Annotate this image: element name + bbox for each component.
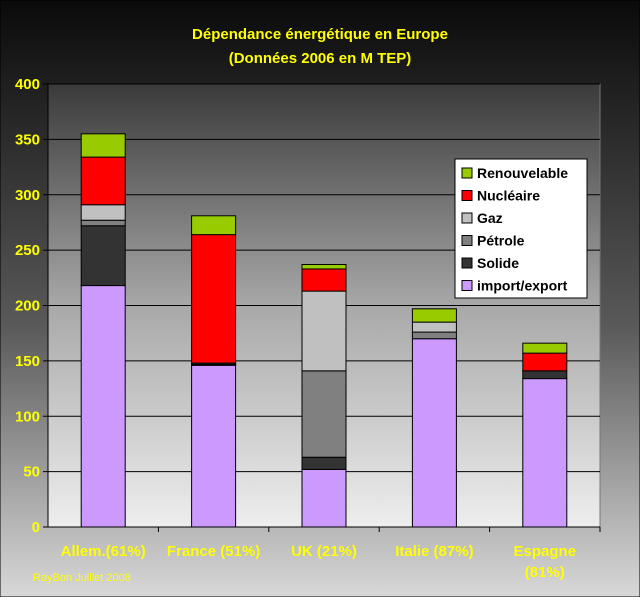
bar-segment bbox=[522, 378, 568, 528]
bar-segment bbox=[191, 215, 237, 236]
legend-label: import/export bbox=[477, 278, 568, 294]
y-tick-label: 100 bbox=[15, 408, 40, 425]
bar-segment bbox=[80, 285, 126, 528]
legend-swatch bbox=[461, 212, 473, 224]
bar-segment bbox=[411, 308, 457, 323]
y-tick-label: 350 bbox=[15, 131, 40, 148]
x-tick-label: France (51%) bbox=[167, 543, 260, 560]
bar-segment bbox=[411, 321, 457, 333]
x-tick-label: (81%) bbox=[525, 564, 565, 581]
legend-label: Renouvelable bbox=[477, 165, 568, 181]
bar-segment bbox=[301, 290, 347, 372]
legend-swatch bbox=[461, 190, 473, 201]
y-tick-label: 150 bbox=[15, 353, 40, 370]
bar-segment bbox=[411, 331, 457, 340]
bar-segment bbox=[411, 338, 457, 528]
x-tick-label: UK (21%) bbox=[291, 543, 357, 560]
legend: Renouvelable Nucléaire Gaz Pétrole Solide imp… bbox=[454, 158, 588, 299]
legend-label: Solide bbox=[477, 255, 519, 271]
bar-segment bbox=[301, 268, 347, 292]
legend-box bbox=[454, 158, 588, 299]
bar-segment bbox=[80, 156, 126, 206]
bar-segment bbox=[301, 264, 347, 270]
legend-label: Nucléaire bbox=[477, 188, 540, 204]
x-tick-label: Allem.(61%) bbox=[61, 543, 146, 560]
legend-swatch bbox=[461, 257, 473, 269]
y-axis: 0 50 100 150 200 250 300 350 400 bbox=[15, 76, 49, 536]
credit-text: RayBon Juillet 2008 bbox=[33, 572, 131, 584]
x-tick-label: Espagne bbox=[514, 543, 577, 560]
bar-segment bbox=[80, 204, 126, 221]
bar-segment bbox=[80, 219, 126, 227]
legend-items: Renouvelable Nucléaire Gaz Pétrole Solide imp… bbox=[461, 165, 568, 294]
y-tick-label: 200 bbox=[15, 298, 40, 315]
legend-label: Gaz bbox=[477, 210, 503, 226]
y-tick-label: 250 bbox=[15, 242, 40, 259]
y-tick-label: 300 bbox=[15, 187, 40, 204]
bar-segment bbox=[301, 456, 347, 470]
bar-segment bbox=[191, 234, 237, 364]
bar-segment bbox=[301, 468, 347, 528]
y-tick-label: 0 bbox=[32, 519, 40, 536]
bar-segment bbox=[191, 364, 237, 528]
legend-swatch bbox=[461, 280, 473, 291]
bar-segment bbox=[301, 370, 347, 458]
bar-segment bbox=[80, 225, 126, 287]
chart-subtitle: (Données 2006 en M TEP) bbox=[229, 50, 412, 67]
y-tick-label: 400 bbox=[15, 76, 40, 93]
x-axis: Allem.(61%) France (51%) UK (21%) Italie (8… bbox=[48, 526, 601, 581]
legend-swatch bbox=[461, 235, 473, 246]
x-tick-label: Italie (87%) bbox=[395, 543, 473, 560]
bar-segment bbox=[80, 133, 126, 158]
bar-segment bbox=[522, 352, 568, 372]
bar-segment bbox=[522, 370, 568, 380]
chart-title: Dépendance énergétique en Europe bbox=[192, 26, 448, 43]
legend-label: Pétrole bbox=[477, 233, 525, 249]
y-tick-label: 50 bbox=[23, 464, 40, 481]
legend-swatch bbox=[461, 167, 473, 179]
bar-segment bbox=[522, 342, 568, 354]
bars bbox=[80, 133, 568, 528]
